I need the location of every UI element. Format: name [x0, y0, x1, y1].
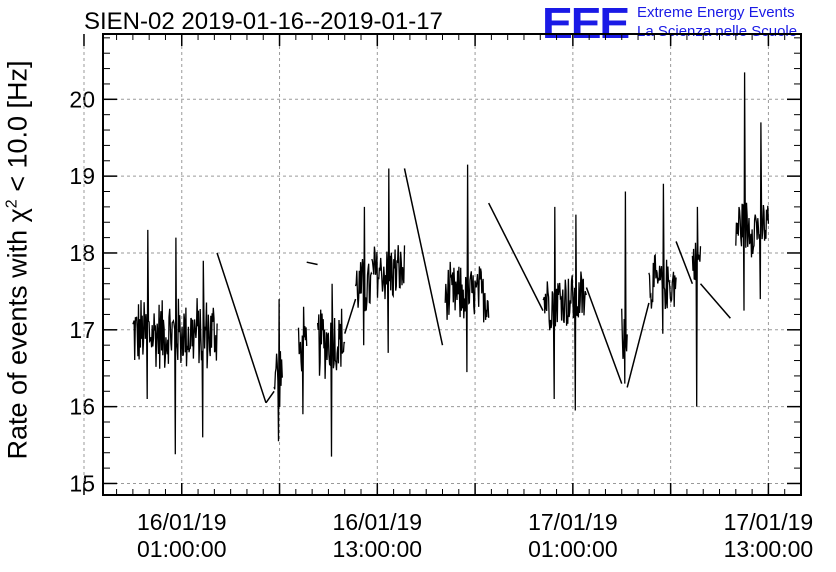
rate-series-segment: [273, 299, 283, 442]
rate-series-gap-line: [344, 298, 357, 334]
y-tick-label: 15: [69, 470, 95, 496]
y-tick-label: 19: [69, 163, 95, 189]
rate-series-segment: [621, 191, 628, 384]
y-tick-label: 20: [69, 86, 95, 112]
rate-series-gap-line: [675, 241, 694, 284]
rate-series-segment: [132, 229, 218, 455]
rate-series-segment: [354, 206, 373, 346]
chart-title: SIEN-02 2019-01-16--2019-01-17: [84, 8, 443, 35]
y-tick-label: 16: [69, 394, 95, 420]
x-tick-date-label: 16/01/19: [333, 509, 423, 535]
y-tick-label: 17: [69, 317, 95, 343]
rate-series-segment: [691, 206, 702, 407]
logo-caption-line2: La Scienza nelle Scuole: [637, 23, 798, 40]
rate-series-segment: [297, 306, 308, 415]
rate-series-segment: [648, 183, 677, 334]
x-tick-date-label: 16/01/19: [137, 509, 227, 535]
rate-series-gap-line: [306, 261, 318, 266]
rate-series-gap-line: [265, 390, 275, 404]
x-tick-time-label: 13:00:00: [333, 536, 423, 562]
rate-series-segment: [316, 283, 346, 457]
plot-frame: [102, 33, 802, 496]
rate-series-segment: [542, 206, 588, 411]
logo-caption-line1: Extreme Energy Events: [637, 4, 795, 21]
rate-series-segment: [735, 72, 770, 311]
rate-series-gap-line: [626, 302, 650, 388]
y-tick-label: 18: [69, 240, 95, 266]
x-tick-date-label: 17/01/19: [724, 509, 814, 535]
rate-series-gap-line: [487, 202, 544, 311]
rate-series-segment: [444, 164, 490, 373]
rate-series-segment: [371, 168, 406, 353]
rate-series-gap-line: [403, 168, 444, 346]
x-tick-time-label: 01:00:00: [137, 536, 227, 562]
x-tick-time-label: 13:00:00: [724, 536, 814, 562]
rate-series-gap-line: [699, 283, 731, 319]
logo-caption: Extreme Energy Events La Scienza nelle S…: [637, 3, 797, 41]
rate-series-gap-line: [216, 252, 267, 404]
x-tick-time-label: 01:00:00: [528, 536, 618, 562]
rate-series-gap-line: [585, 287, 623, 384]
x-tick-date-label: 17/01/19: [528, 509, 618, 535]
